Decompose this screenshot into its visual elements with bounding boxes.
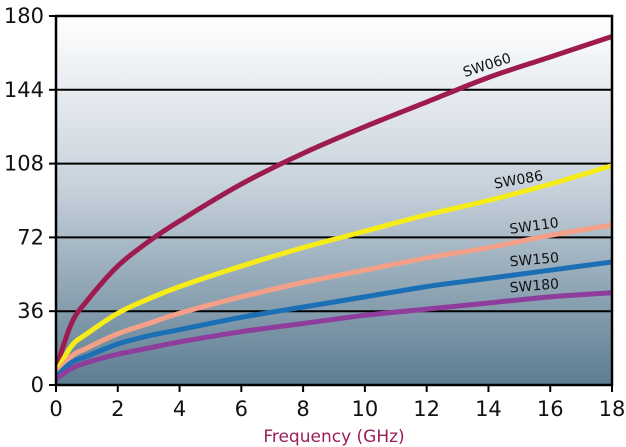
series-line-sw110 <box>56 222 612 378</box>
plot-frame <box>54 14 614 387</box>
x-axis-ticks: 0 2 4 6 8 10 12 14 16 18 <box>49 385 625 421</box>
y-tick-label-180: 180 <box>4 4 44 28</box>
series-label-sw150: SW150 <box>509 250 560 270</box>
x-axis-label: Frequency (GHz) <box>263 427 404 447</box>
series-line-sw060 <box>56 34 612 372</box>
x-tick-label-0: 0 <box>49 397 62 421</box>
y-axis-ticks: 0 36 72 108 144 180 <box>4 4 56 397</box>
series-label-sw180: SW180 <box>509 276 560 296</box>
y-tick-label-72: 72 <box>17 225 44 249</box>
x-tick-label-14: 14 <box>475 397 502 421</box>
series-line-sw180 <box>56 290 612 382</box>
x-tick-label-12: 12 <box>413 397 440 421</box>
series-lines <box>56 34 612 382</box>
x-tick-label-8: 8 <box>296 397 309 421</box>
series-line-sw086 <box>56 163 612 376</box>
series-label-sw110: SW110 <box>509 215 560 238</box>
y-tick-label-0: 0 <box>31 373 44 397</box>
x-tick-label-10: 10 <box>352 397 379 421</box>
x-tick-label-16: 16 <box>537 397 564 421</box>
y-tick-label-36: 36 <box>17 299 44 323</box>
x-tick-label-6: 6 <box>235 397 248 421</box>
y-tick-label-108: 108 <box>4 152 44 176</box>
gridlines <box>56 88 612 313</box>
plot-area <box>56 16 612 385</box>
y-tick-label-144: 144 <box>4 78 44 102</box>
x-tick-label-18: 18 <box>599 397 626 421</box>
x-tick-label-4: 4 <box>173 397 186 421</box>
series-line-sw150 <box>56 259 612 380</box>
x-tick-label-2: 2 <box>111 397 124 421</box>
